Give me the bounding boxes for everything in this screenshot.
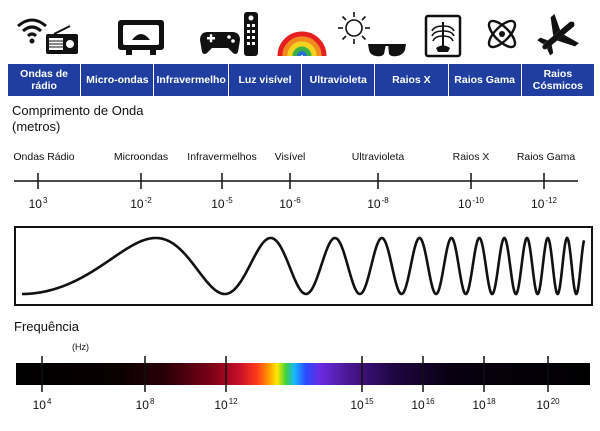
band-microwave: Micro-ondas bbox=[80, 64, 153, 96]
wave-illustration bbox=[14, 226, 593, 306]
wl-tick-label: 10-12 bbox=[531, 196, 557, 211]
wl-tick-label: 10-6 bbox=[279, 196, 301, 211]
airplane-icon bbox=[537, 14, 579, 56]
wavelength-unit: (metros) bbox=[12, 119, 61, 134]
band-cosmic: Raios Cósmicos bbox=[520, 64, 594, 96]
wl-label-visible: Visível bbox=[274, 151, 306, 163]
spectrum-bar bbox=[16, 363, 590, 385]
remote-gamepad-icon bbox=[200, 12, 258, 56]
band-gamma: Raios Gama bbox=[447, 64, 521, 96]
wl-label-gamma: Raios Gama bbox=[516, 151, 576, 163]
wl-tick-label: 10-10 bbox=[458, 196, 484, 211]
microwave-icon bbox=[118, 20, 164, 55]
wl-label-ultraviolet: Ultravioleta bbox=[351, 151, 405, 163]
freq-tick-label: 1020 bbox=[536, 397, 560, 412]
band-xray: Raios X bbox=[374, 64, 447, 96]
frequency-unit: (Hz) bbox=[72, 342, 89, 352]
sun-sunglasses-icon bbox=[338, 12, 406, 57]
freq-tick-label: 108 bbox=[135, 397, 155, 412]
rainbow-icon bbox=[277, 31, 327, 57]
wave-curve bbox=[22, 236, 586, 296]
band-infrared: Infravermelho bbox=[153, 64, 227, 96]
freq-tick-label: 1018 bbox=[472, 397, 496, 412]
wl-label-radio: Ondas Rádio bbox=[13, 151, 75, 163]
band-radio: Ondas de rádio bbox=[20, 68, 69, 92]
wl-tick-label: 10-5 bbox=[211, 196, 233, 211]
wavelength-title: Comprimento de Onda bbox=[12, 103, 144, 118]
frequency-title: Frequência bbox=[14, 319, 80, 334]
band-visible: Luz visível bbox=[227, 64, 301, 96]
freq-tick-label: 1015 bbox=[350, 397, 374, 412]
freq-tick-label: 1012 bbox=[214, 397, 238, 412]
band-ultraviolet: Ultravioleta bbox=[301, 64, 374, 96]
wl-label-infrared: Infravermelhos bbox=[187, 151, 257, 163]
wl-label-microwave: Microondas bbox=[113, 151, 169, 163]
band-bar: Ondas de rádio Micro-ondas Infravermelho… bbox=[8, 64, 594, 96]
wl-label-xray: Raios X bbox=[452, 151, 490, 163]
freq-tick-label: 1016 bbox=[411, 397, 435, 412]
atom-icon bbox=[487, 19, 517, 49]
xray-icon bbox=[424, 14, 462, 58]
freq-tick-label: 104 bbox=[32, 397, 52, 412]
wl-tick-label: 103 bbox=[28, 196, 48, 211]
wifi-radio-icon bbox=[17, 18, 78, 54]
wl-tick-label: 10-2 bbox=[130, 196, 152, 211]
wl-tick-label: 10-8 bbox=[367, 196, 389, 211]
